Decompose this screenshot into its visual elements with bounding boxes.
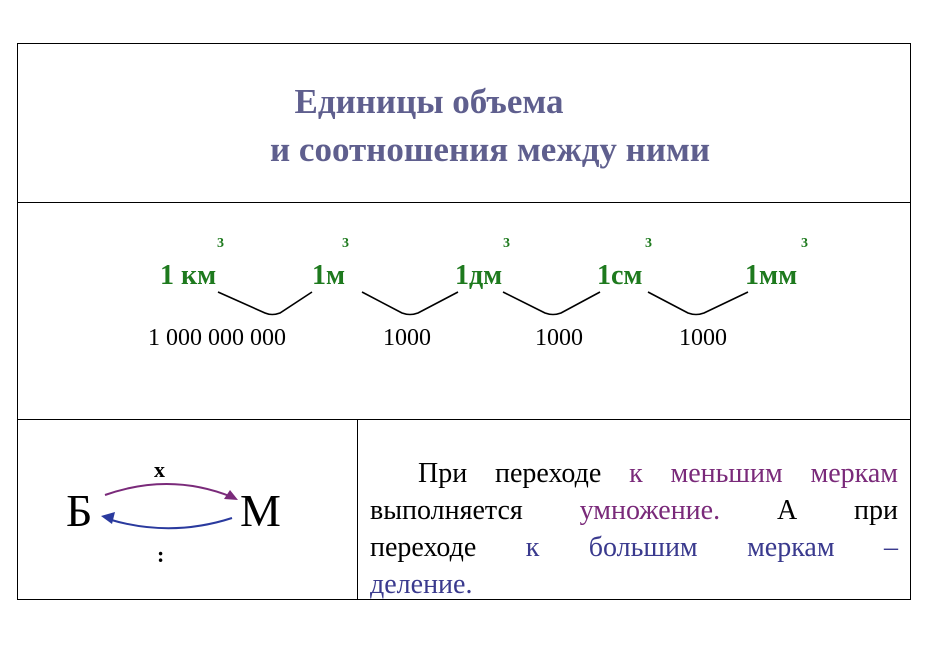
rule-part-7: к большим меркам – bbox=[525, 532, 898, 563]
letter-m: М bbox=[240, 485, 281, 536]
divider-chain bbox=[17, 419, 911, 420]
rule-line-3: переходе к большим меркам – bbox=[370, 529, 898, 566]
arc-km-m bbox=[217, 291, 313, 316]
rule-part-6: переходе bbox=[370, 532, 526, 563]
backward-arrowhead bbox=[101, 512, 115, 524]
rule-part-8: деление. bbox=[370, 569, 473, 600]
unit-km-exponent: 3 bbox=[217, 236, 224, 251]
forward-arrowhead bbox=[224, 490, 238, 500]
divider-title bbox=[17, 202, 911, 203]
unit-dm: 1дм bbox=[455, 260, 503, 291]
slide-frame bbox=[17, 43, 911, 600]
rule-part-1: При переходе bbox=[418, 458, 630, 489]
divider-vertical bbox=[357, 419, 358, 600]
page-title: Единицы объема и соотношения между ними bbox=[17, 78, 911, 174]
unit-mm-exponent: 3 bbox=[801, 236, 808, 251]
rule-text: При переходе к меньшим меркам выполняетс… bbox=[370, 455, 898, 603]
rule-part-5: А при bbox=[720, 495, 898, 526]
arc-m-dm bbox=[361, 291, 459, 316]
multiply-sign: х bbox=[154, 457, 165, 482]
rule-line-2: выполняется умножение. А при bbox=[370, 492, 898, 529]
title-line-2: и соотношения между ними bbox=[270, 130, 710, 169]
backward-arrow bbox=[107, 517, 233, 530]
unit-mm: 1мм bbox=[745, 260, 798, 291]
rule-part-3: выполняется bbox=[370, 495, 580, 526]
forward-arrow bbox=[104, 483, 233, 498]
rule-part-4: умножение. bbox=[579, 495, 721, 526]
unit-cm: 1см bbox=[597, 260, 643, 291]
title-line-1: Единицы объема bbox=[294, 82, 564, 121]
arc-cm-mm bbox=[647, 291, 749, 316]
factor-m-dm: 1000 bbox=[383, 325, 431, 351]
letter-b: Б bbox=[66, 485, 93, 536]
factor-dm-cm: 1000 bbox=[535, 325, 583, 351]
unit-m: 1м bbox=[312, 260, 346, 291]
rule-part-2: к меньшим меркам bbox=[629, 458, 898, 489]
rule-line-1: При переходе к меньшим меркам bbox=[370, 455, 898, 492]
unit-m-exponent: 3 bbox=[342, 236, 349, 251]
factor-km-m: 1 000 000 000 bbox=[148, 325, 286, 351]
factor-cm-mm: 1000 bbox=[679, 325, 727, 351]
unit-dm-exponent: 3 bbox=[503, 236, 510, 251]
unit-km: 1 км bbox=[160, 260, 217, 291]
divide-sign: : bbox=[157, 542, 165, 567]
unit-cm-exponent: 3 bbox=[645, 236, 652, 251]
arc-dm-cm bbox=[502, 291, 601, 316]
